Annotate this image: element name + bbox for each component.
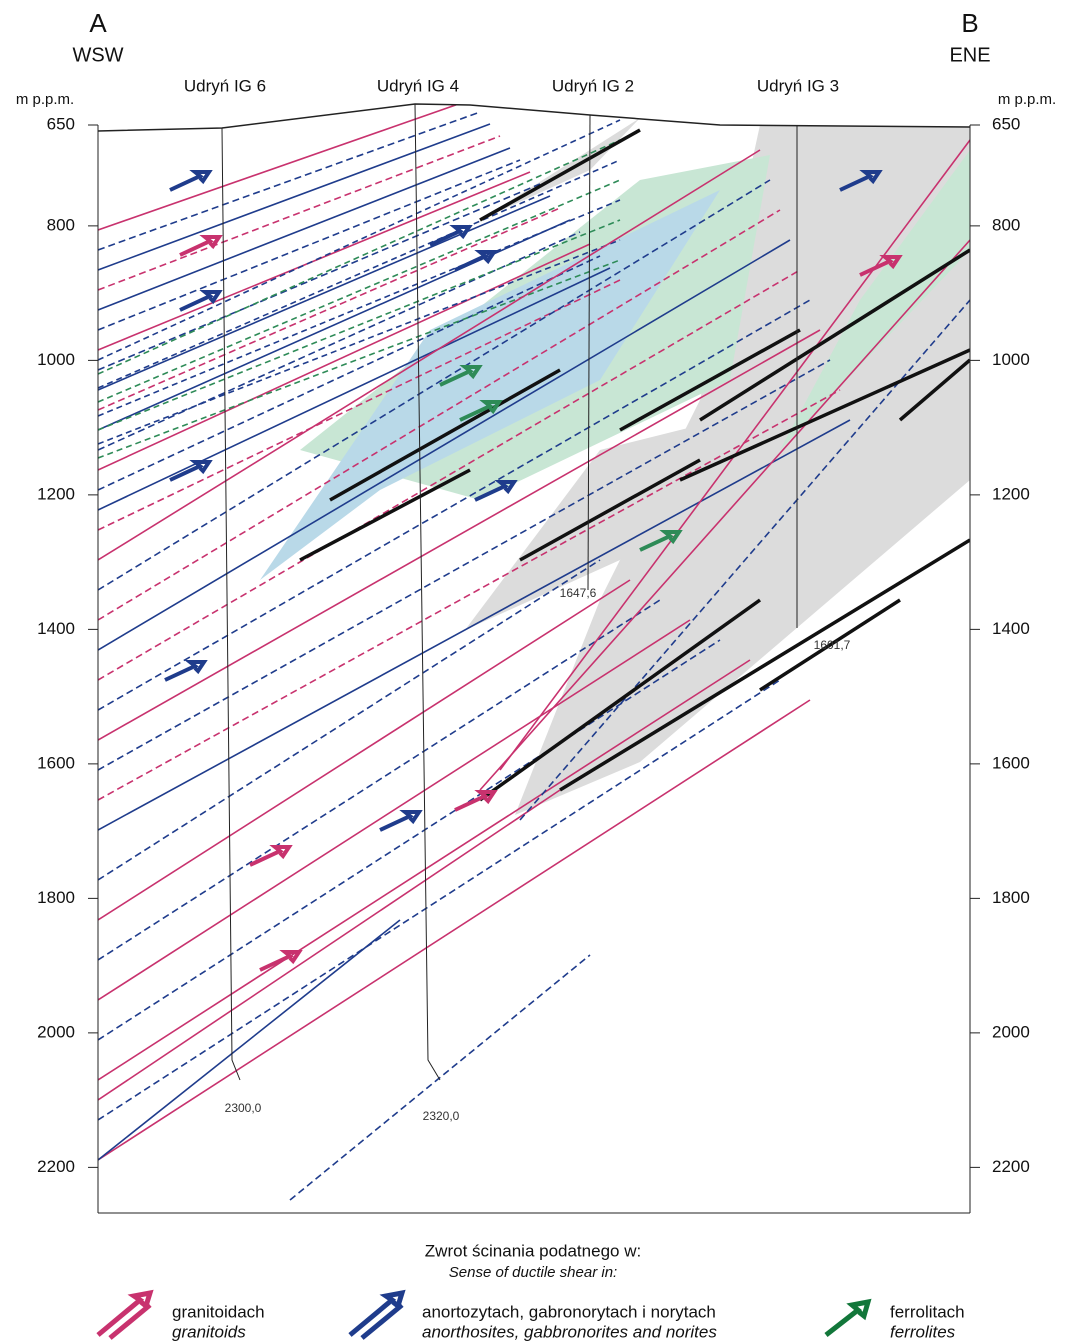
legend-subtitle: Sense of ductile shear in: bbox=[449, 1264, 617, 1281]
depth-label: 1800 bbox=[992, 888, 1030, 907]
well-depth: 2300,0 bbox=[225, 1101, 262, 1115]
depth-label: 2200 bbox=[37, 1157, 75, 1176]
depth-label: 1400 bbox=[992, 619, 1030, 638]
axis-label: m p.p.m. bbox=[998, 91, 1056, 108]
well-depth: 2320,0 bbox=[423, 1109, 460, 1123]
depth-label: 800 bbox=[47, 215, 75, 234]
depth-label: 1200 bbox=[992, 484, 1030, 503]
legend-translation: ferrolites bbox=[890, 1322, 956, 1341]
shear-arrow bbox=[170, 172, 209, 190]
legend-label: anortozytach, gabronorytach i norytach bbox=[422, 1302, 716, 1321]
legend-icon bbox=[350, 1293, 402, 1338]
shear-line bbox=[98, 640, 720, 1040]
shear-arrow bbox=[430, 227, 469, 245]
shear-line bbox=[98, 560, 600, 880]
shear-line bbox=[98, 620, 690, 1000]
depth-label: 2000 bbox=[37, 1022, 75, 1041]
profile-letter: A bbox=[89, 8, 107, 38]
legend-translation: anorthosites, gabbronorites and norites bbox=[422, 1322, 717, 1341]
shear-arrow bbox=[180, 237, 219, 255]
depth-label: 1800 bbox=[37, 888, 75, 907]
depth-label: 800 bbox=[992, 215, 1020, 234]
well-name: Udryń IG 6 bbox=[184, 76, 266, 95]
depth-label: 2000 bbox=[992, 1022, 1030, 1041]
shear-line bbox=[290, 955, 590, 1200]
profile-direction: WSW bbox=[72, 44, 123, 66]
depth-label: 2200 bbox=[992, 1157, 1030, 1176]
well-name: Udryń IG 4 bbox=[377, 76, 459, 95]
axis-label: m p.p.m. bbox=[16, 91, 74, 108]
depth-label: 650 bbox=[992, 114, 1020, 133]
profile-direction: ENE bbox=[949, 44, 990, 66]
well bbox=[222, 128, 240, 1080]
depth-label: 1600 bbox=[37, 753, 75, 772]
depth-label: 1600 bbox=[992, 753, 1030, 772]
shear-line bbox=[98, 100, 470, 230]
shear-line bbox=[98, 700, 810, 1160]
depth-label: 650 bbox=[47, 114, 75, 133]
legend-title: Zwrot ścinania podatnego w: bbox=[425, 1241, 641, 1260]
legend-icon bbox=[98, 1293, 150, 1338]
shear-line bbox=[98, 680, 780, 1120]
depth-label: 1000 bbox=[992, 350, 1030, 369]
cross-section: A WSW B ENE m p.p.m. m p.p.m. Udryń IG 6… bbox=[0, 0, 1066, 1344]
profile-letter: B bbox=[961, 8, 978, 38]
shear-line bbox=[98, 660, 750, 1080]
depth-label: 1200 bbox=[37, 484, 75, 503]
depth-label: 1000 bbox=[37, 350, 75, 369]
depth-label: 1400 bbox=[37, 619, 75, 638]
well bbox=[415, 104, 440, 1080]
shear-arrow bbox=[170, 462, 209, 480]
well-depth: 1647,6 bbox=[560, 586, 597, 600]
legend-label: ferrolitach bbox=[890, 1302, 965, 1321]
legend-label: granitoidach bbox=[172, 1302, 265, 1321]
shear-line bbox=[98, 148, 510, 310]
shear-line bbox=[98, 124, 490, 270]
legend-icon bbox=[826, 1302, 868, 1335]
shear-arrow bbox=[165, 662, 204, 680]
shear-line bbox=[98, 920, 400, 1160]
well-name: Udryń IG 3 bbox=[757, 76, 839, 95]
well-depth: 1601,7 bbox=[814, 638, 851, 652]
well-name: Udryń IG 2 bbox=[552, 76, 634, 95]
legend-translation: granitoids bbox=[172, 1322, 246, 1341]
